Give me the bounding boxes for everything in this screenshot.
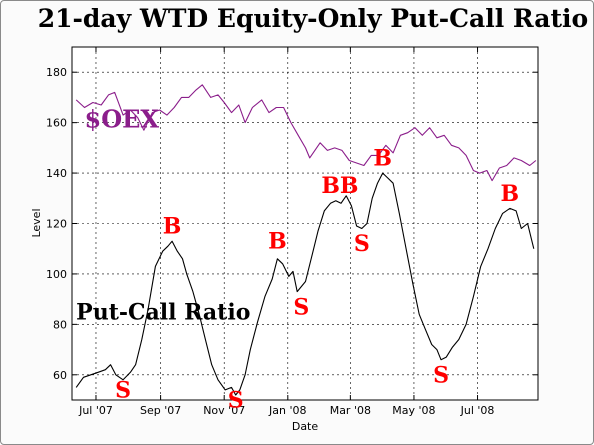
signal-buy-label: B [373, 146, 392, 172]
x-tick-label: Nov '07 [203, 404, 245, 417]
annotations: $OEX Put-Call Ratio S B S B S BB S B S B [76, 105, 519, 414]
signal-buy-label: B [501, 181, 520, 207]
y-tick-label: 120 [46, 218, 67, 231]
x-tick-label: Sep '07 [140, 404, 181, 417]
signal-sell-label: S [115, 377, 131, 403]
signal-buy-label: B [163, 214, 182, 240]
x-axis: Jul '07 Sep '07 Nov '07 Jan '08 Mar '08 May '… [78, 47, 494, 417]
grid-lines [72, 47, 538, 400]
put-call-series-label: Put-Call Ratio [76, 299, 250, 325]
y-tick-label: 80 [53, 318, 67, 331]
x-tick-label: Jan '08 [268, 404, 306, 417]
signal-buy-label: B [268, 229, 287, 255]
oex-series-line [75, 84, 537, 182]
signal-sell-label: S [228, 388, 244, 414]
x-tick-label: Jul '07 [78, 404, 113, 417]
signal-sell-label: S [293, 294, 309, 320]
y-tick-label: 100 [46, 268, 67, 281]
signal-buy-label: BB [321, 173, 358, 199]
put-call-series-line [75, 172, 535, 396]
plot-area [71, 46, 539, 401]
y-axis-label: Level [30, 208, 43, 237]
x-tick-label: May '08 [392, 404, 435, 417]
x-tick-label: Jul '08 [460, 404, 495, 417]
y-tick-label: 140 [46, 167, 67, 180]
signal-sell-label: S [354, 231, 370, 257]
series-lines [75, 84, 537, 396]
x-tick-label: Mar '08 [330, 404, 371, 417]
y-tick-label: 180 [46, 66, 67, 79]
x-axis-label: Date [292, 420, 319, 433]
y-axis: 60 80 100 120 140 160 180 [46, 66, 538, 382]
signal-sell-label: S [433, 362, 449, 388]
oex-series-label: $OEX [85, 105, 160, 134]
y-tick-label: 160 [46, 117, 67, 130]
y-tick-label: 60 [53, 369, 67, 382]
chart-title: 21-day WTD Equity-Only Put-Call Ratio [38, 4, 588, 33]
